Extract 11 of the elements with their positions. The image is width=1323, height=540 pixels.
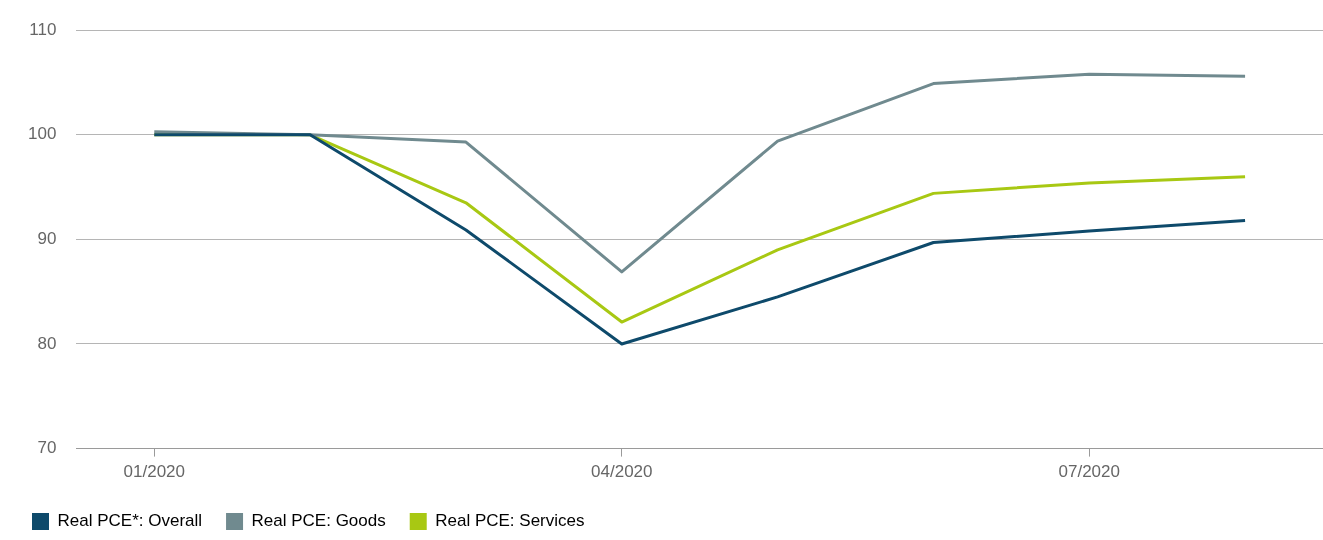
x-tick-label: 01/2020 xyxy=(123,462,186,482)
x-tick-label: 07/2020 xyxy=(1058,462,1120,482)
legend-label: Real PCE: Services xyxy=(435,511,585,531)
legend-label: Real PCE*: Overall xyxy=(57,511,203,531)
y-tick-label: 110 xyxy=(29,19,57,39)
y-tick-label: 90 xyxy=(37,229,57,249)
x-tick-label: 04/2020 xyxy=(591,462,653,482)
y-tick-label: 100 xyxy=(27,124,57,144)
y-tick-label: 80 xyxy=(37,333,57,353)
legend-label: Real PCE: Goods xyxy=(251,511,386,531)
y-tick-label: 70 xyxy=(37,438,57,458)
